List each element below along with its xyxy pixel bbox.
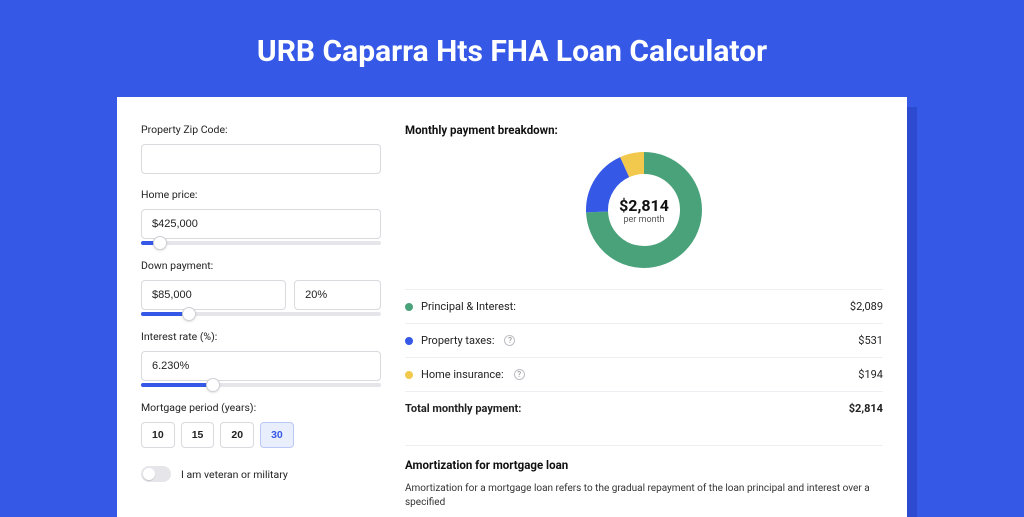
down-payment-slider[interactable] xyxy=(141,312,381,316)
period-option-15[interactable]: 15 xyxy=(181,422,215,448)
down-payment-label: Down payment: xyxy=(141,259,381,272)
donut-chart: $2,814 per month xyxy=(583,149,705,271)
home-price-label: Home price: xyxy=(141,188,381,201)
legend-dot xyxy=(405,337,413,345)
legend-value: $194 xyxy=(858,368,883,381)
calculator-card: Property Zip Code: Home price: Down paym… xyxy=(117,97,907,517)
home-price-slider[interactable] xyxy=(141,241,381,245)
total-row: Total monthly payment: $2,814 xyxy=(405,391,883,425)
down-payment-amount-input[interactable] xyxy=(141,280,286,310)
help-icon[interactable]: ? xyxy=(514,369,525,380)
zip-field: Property Zip Code: xyxy=(141,123,381,174)
amortization-text: Amortization for a mortgage loan refers … xyxy=(405,482,883,510)
home-price-field: Home price: xyxy=(141,188,381,245)
legend-label: Home insurance: xyxy=(421,368,504,381)
period-label: Mortgage period (years): xyxy=(141,401,381,414)
amortization-section: Amortization for mortgage loan Amortizat… xyxy=(405,431,883,510)
down-payment-percent-input[interactable] xyxy=(294,280,381,310)
legend-row: Principal & Interest: $2,089 xyxy=(405,289,883,323)
period-option-30[interactable]: 30 xyxy=(260,422,294,448)
legend-value: $531 xyxy=(858,334,883,347)
legend-dot xyxy=(405,303,413,311)
page-title: URB Caparra Hts FHA Loan Calculator xyxy=(0,0,1024,97)
donut-subtext: per month xyxy=(623,215,664,225)
help-icon[interactable]: ? xyxy=(504,335,515,346)
interest-rate-label: Interest rate (%): xyxy=(141,330,381,343)
legend-value: $2,089 xyxy=(850,300,883,313)
breakdown-title: Monthly payment breakdown: xyxy=(405,123,883,137)
legend-row: Property taxes:? $531 xyxy=(405,323,883,357)
period-field: Mortgage period (years): 10152030 xyxy=(141,401,381,448)
zip-input[interactable] xyxy=(141,144,381,174)
interest-rate-field: Interest rate (%): xyxy=(141,330,381,387)
slider-thumb[interactable] xyxy=(182,307,196,321)
breakdown-panel: Monthly payment breakdown: $2,814 per mo… xyxy=(405,123,883,517)
legend-label: Principal & Interest: xyxy=(421,300,516,313)
form-panel: Property Zip Code: Home price: Down paym… xyxy=(141,123,381,517)
total-label: Total monthly payment: xyxy=(405,402,521,415)
toggle-knob xyxy=(143,468,155,480)
zip-label: Property Zip Code: xyxy=(141,123,381,136)
legend-dot xyxy=(405,371,413,379)
veteran-toggle[interactable] xyxy=(141,466,171,482)
veteran-label: I am veteran or military xyxy=(181,468,288,481)
period-option-10[interactable]: 10 xyxy=(141,422,175,448)
legend-row: Home insurance:? $194 xyxy=(405,357,883,391)
veteran-row: I am veteran or military xyxy=(141,466,381,482)
slider-thumb[interactable] xyxy=(206,378,220,392)
home-price-input[interactable] xyxy=(141,209,381,239)
slider-thumb[interactable] xyxy=(153,236,167,250)
interest-rate-input[interactable] xyxy=(141,351,381,381)
amortization-title: Amortization for mortgage loan xyxy=(405,445,883,472)
legend-label: Property taxes: xyxy=(421,334,494,347)
interest-rate-slider[interactable] xyxy=(141,383,381,387)
down-payment-field: Down payment: xyxy=(141,259,381,316)
donut-amount: $2,814 xyxy=(619,196,669,215)
total-value: $2,814 xyxy=(849,402,883,415)
period-option-20[interactable]: 20 xyxy=(220,422,254,448)
